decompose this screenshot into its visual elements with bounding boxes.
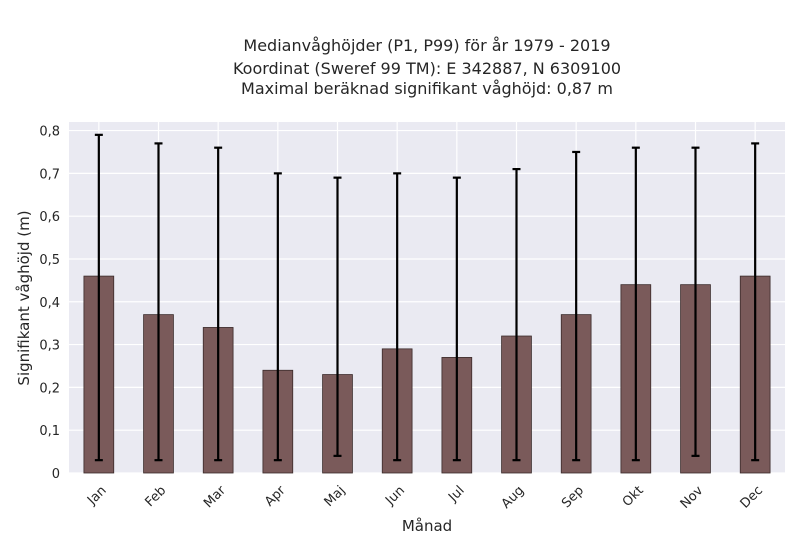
error-bar-dec — [751, 142, 760, 462]
error-bar-jun — [393, 172, 402, 462]
y-tick-label: 0 — [52, 467, 60, 482]
error-bar-maj — [333, 176, 342, 457]
x-axis-label: Månad — [402, 517, 452, 535]
error-bar-jul — [452, 176, 461, 462]
error-bar-mar — [214, 146, 223, 462]
error-bar-aug — [512, 167, 521, 462]
y-tick-label: 0,6 — [39, 210, 60, 225]
x-tick-label: Jul — [445, 483, 467, 505]
x-tick-label: Nov — [678, 483, 707, 512]
x-tick-label: Sep — [559, 483, 587, 511]
x-tick-label: Feb — [142, 483, 169, 510]
x-tick-label: Okt — [620, 483, 647, 510]
error-bar-nov — [691, 146, 700, 457]
chart-title-line-3: Maximal beräknad signifikant våghöjd: 0,… — [241, 79, 613, 98]
error-bar-sep — [572, 150, 581, 462]
y-tick-labels: 0 0,1 0,2 0,3 0,4 0,5 0,6 0,7 0,8 — [39, 125, 60, 482]
chart-title-line-2: Koordinat (Sweref 99 TM): E 342887, N 63… — [233, 59, 621, 78]
error-bars — [94, 133, 760, 462]
x-tick-label: Jun — [382, 483, 408, 509]
x-tick-label: Jan — [84, 483, 109, 508]
y-tick-label: 0,1 — [39, 424, 60, 439]
y-tick-label: 0,7 — [39, 167, 60, 182]
chart-title-line-1: Medianvåghöjder (P1, P99) för år 1979 - … — [243, 36, 610, 55]
x-tick-label: Dec — [738, 483, 766, 511]
plot-area — [69, 122, 785, 473]
error-bar-okt — [631, 146, 640, 462]
error-bar-feb — [154, 142, 163, 462]
x-tick-label: Mar — [201, 483, 229, 511]
y-tick-label: 0,3 — [39, 339, 60, 354]
y-axis-label: Signifikant våghöjd (m) — [15, 210, 33, 385]
x-tick-labels: Jan Feb Mar Apr Maj Jun Jul Aug Sep Okt Nov Dec — [84, 483, 766, 512]
x-tick-label: Aug — [499, 483, 528, 512]
y-tick-label: 0,2 — [39, 381, 60, 396]
error-bar-jan — [94, 133, 103, 462]
y-tick-label: 0,8 — [39, 125, 60, 140]
y-tick-label: 0,4 — [39, 296, 60, 311]
x-tick-label: Maj — [322, 483, 349, 510]
x-tick-label: Apr — [262, 483, 289, 510]
y-tick-label: 0,5 — [39, 253, 60, 268]
error-bar-apr — [273, 172, 282, 462]
